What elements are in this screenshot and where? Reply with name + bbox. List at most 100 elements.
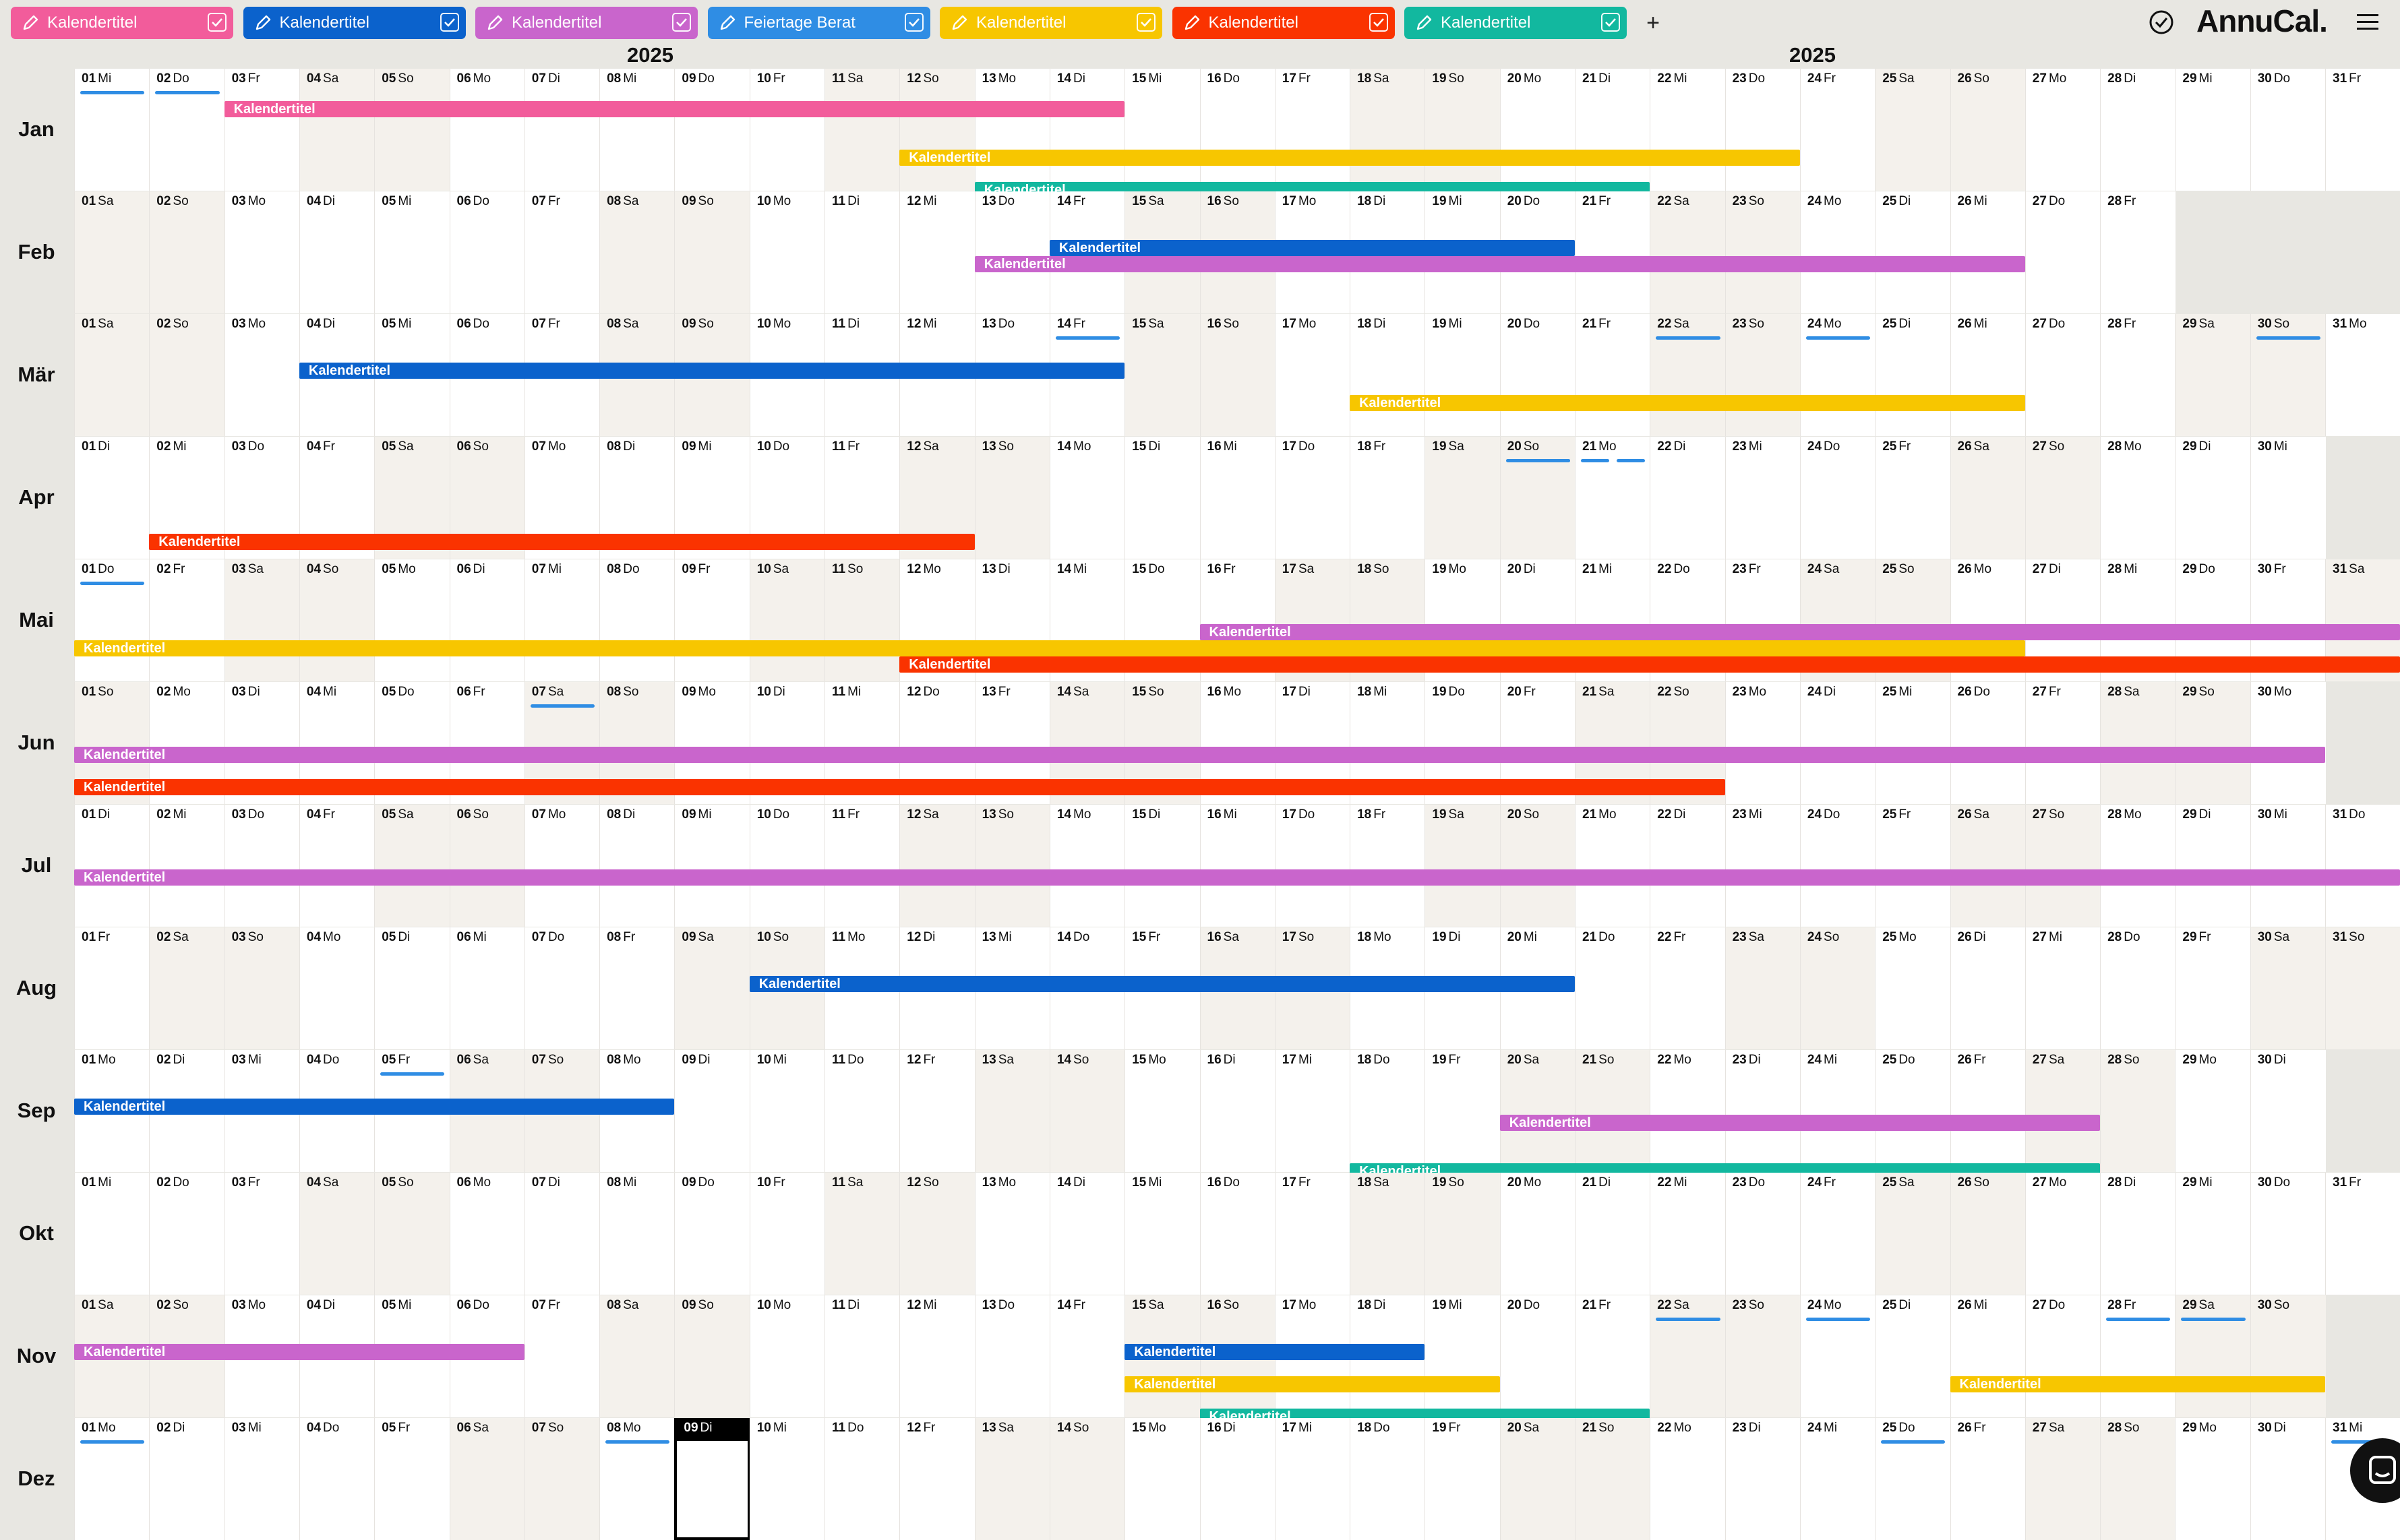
holiday-marker[interactable]: [1656, 1318, 1720, 1321]
pencil-icon[interactable]: [717, 13, 738, 33]
calendar-tab[interactable]: Kalendertitel: [11, 7, 233, 39]
calendar-event[interactable]: Kalendertitel: [224, 101, 1125, 117]
calendar-tab[interactable]: Kalendertitel: [940, 7, 1162, 39]
holiday-marker[interactable]: [155, 91, 219, 94]
holiday-marker[interactable]: [1542, 459, 1570, 462]
calendar-event[interactable]: Kalendertitel: [1200, 624, 2400, 640]
calendar-tab[interactable]: Kalendertitel: [475, 7, 698, 39]
pencil-icon[interactable]: [253, 13, 273, 33]
hamburger-menu-icon[interactable]: [2356, 11, 2380, 34]
holiday-marker[interactable]: [80, 91, 144, 94]
calendar-tab[interactable]: Kalendertitel: [243, 7, 466, 39]
calendar-event[interactable]: Kalendertitel: [899, 150, 1800, 166]
calendar-event[interactable]: Kalendertitel: [899, 656, 2400, 673]
calendar-event[interactable]: Kalendertitel: [299, 363, 1124, 379]
holiday-marker[interactable]: [1806, 1318, 1870, 1321]
calendar-visibility-checkbox[interactable]: [1601, 13, 1620, 32]
holiday-marker[interactable]: [1056, 336, 1120, 340]
